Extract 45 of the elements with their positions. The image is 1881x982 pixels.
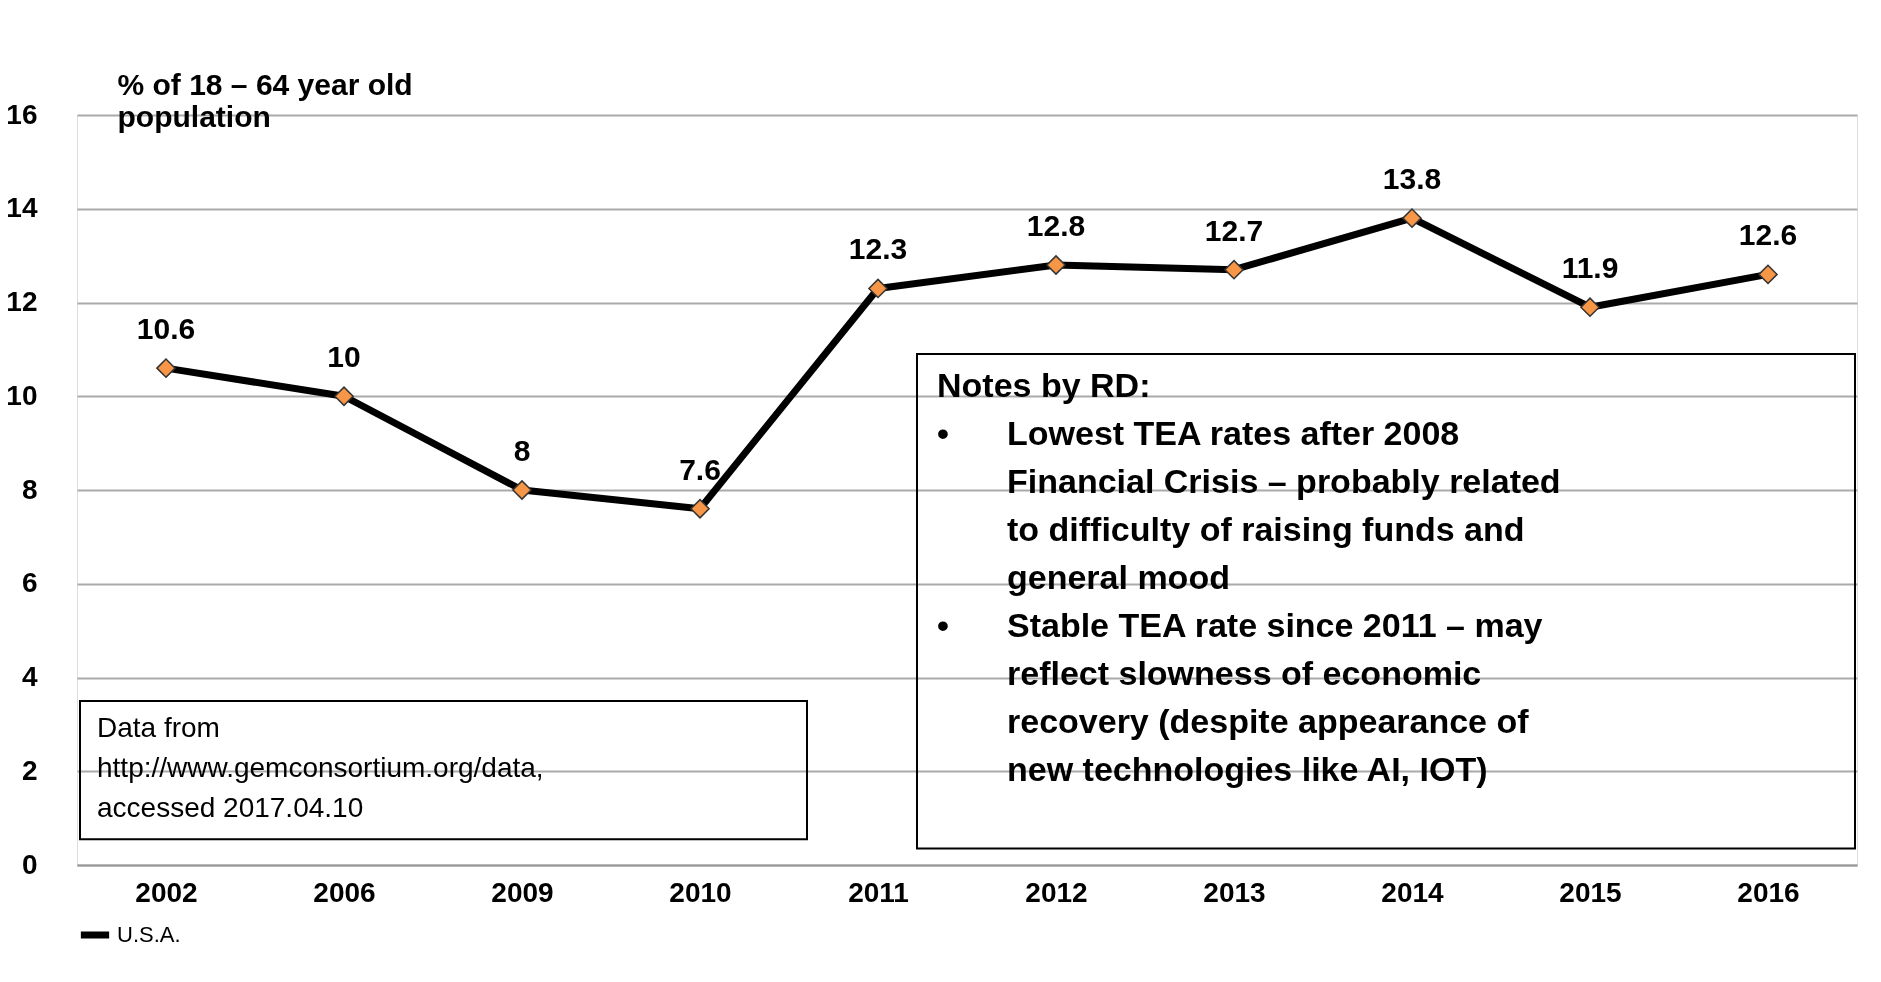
x-tick-label: 2002 [135, 876, 198, 908]
data-label: 13.8 [1382, 162, 1442, 196]
y-tick-label: 4 [21, 661, 38, 692]
data-label: 12.8 [1026, 209, 1086, 242]
point [1402, 208, 1422, 228]
point [1580, 297, 1600, 318]
x-tick-label: 2010 [669, 876, 732, 908]
data-label: 12.3 [848, 232, 908, 266]
x-tick-label: 2012 [1025, 876, 1088, 908]
y-tick-label: 14 [6, 192, 38, 224]
x-tick-label: 2009 [491, 876, 554, 908]
text: • Stable TEA rate since 2011 – may reflect slowness of economic recovery (despite appearance of new technologies like AI, IOT) [937, 606, 1543, 789]
data-label: 12.6 [1738, 218, 1798, 252]
x-tick-label: 2006 [313, 876, 376, 908]
data-label: 8 [513, 434, 531, 467]
point [334, 386, 354, 407]
x-tick-label: 2011 [848, 876, 909, 908]
data-label: 7.6 [679, 452, 721, 486]
y-tick-label: 8 [21, 473, 38, 505]
x-tick-label: 2013 [1203, 876, 1266, 908]
point [690, 498, 710, 519]
point [156, 358, 176, 378]
y-tick-label: 2 [21, 754, 38, 786]
point [1224, 259, 1244, 280]
point [512, 480, 532, 500]
legend-label: U.S.A. [117, 922, 181, 947]
annotation: Data from http://www.gemconsortium.org/data, accessed 2017.04.10 [97, 711, 544, 823]
annotation: Notes by RD: [937, 366, 1151, 405]
y-tick-label: 12 [6, 286, 38, 317]
y-tick-label: 10 [6, 379, 38, 411]
data-label: 10 [327, 340, 361, 374]
data-label: 11.9 [1561, 251, 1619, 285]
point [1046, 255, 1066, 275]
data-label: 12.7 [1204, 213, 1264, 247]
y-axis-title: % of 18 – 64 year old population [117, 67, 413, 133]
x-tick-label: 2015 [1559, 876, 1622, 908]
point [1758, 264, 1778, 285]
data-label: 10.6 [136, 312, 196, 346]
x-tick-label: 2014 [1381, 876, 1445, 908]
y-tick-label: 6 [21, 567, 38, 599]
text: • Lowest TEA rates after 2008 Financial Crisis – probably related to difficulty of raising funds and general mood [937, 414, 1561, 597]
x-tick-label: 2016 [1737, 876, 1800, 908]
y-tick-label: 16 [6, 98, 38, 130]
y-tick-label: 0 [21, 848, 38, 880]
point [868, 278, 888, 299]
